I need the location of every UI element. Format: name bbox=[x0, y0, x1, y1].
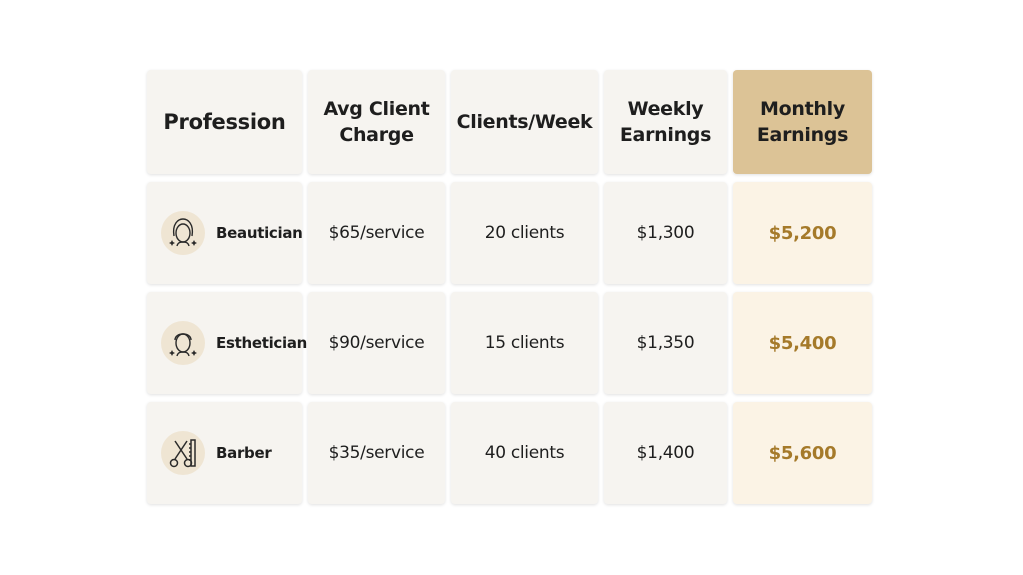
scissors-icon bbox=[161, 431, 205, 475]
header-cell: Avg Client Charge bbox=[308, 70, 445, 174]
header-cell: Clients/Week bbox=[451, 70, 598, 174]
profession-label: Esthetician bbox=[216, 334, 308, 352]
table-cell: $1,400 bbox=[604, 402, 727, 504]
highlight-cell: $5,200 bbox=[733, 182, 872, 284]
header-cell: Monthly Earnings bbox=[733, 70, 872, 174]
table-cell: $1,350 bbox=[604, 292, 727, 394]
profession-label: Beautician bbox=[216, 224, 303, 242]
highlight-cell: $5,600 bbox=[733, 402, 872, 504]
profession-label: Barber bbox=[216, 444, 272, 462]
table-cell: $65/service bbox=[308, 182, 445, 284]
table-cell: $1,300 bbox=[604, 182, 727, 284]
header-cell: Profession bbox=[147, 70, 302, 174]
table-cell: $35/service bbox=[308, 402, 445, 504]
profession-cell: Esthetician bbox=[147, 292, 307, 394]
profession-cell: Barber bbox=[147, 402, 302, 504]
table-cell: 15 clients bbox=[451, 292, 598, 394]
table-cell: 20 clients bbox=[451, 182, 598, 284]
highlight-cell: $5,400 bbox=[733, 292, 872, 394]
earnings-table: Profession Avg Client Charge Clients/Wee… bbox=[147, 70, 872, 504]
header-cell: Weekly Earnings bbox=[604, 70, 727, 174]
table-cell: $90/service bbox=[308, 292, 445, 394]
profession-cell: Beautician bbox=[147, 182, 303, 284]
table-cell: 40 clients bbox=[451, 402, 598, 504]
face-icon bbox=[161, 321, 205, 365]
face-icon bbox=[161, 211, 205, 255]
